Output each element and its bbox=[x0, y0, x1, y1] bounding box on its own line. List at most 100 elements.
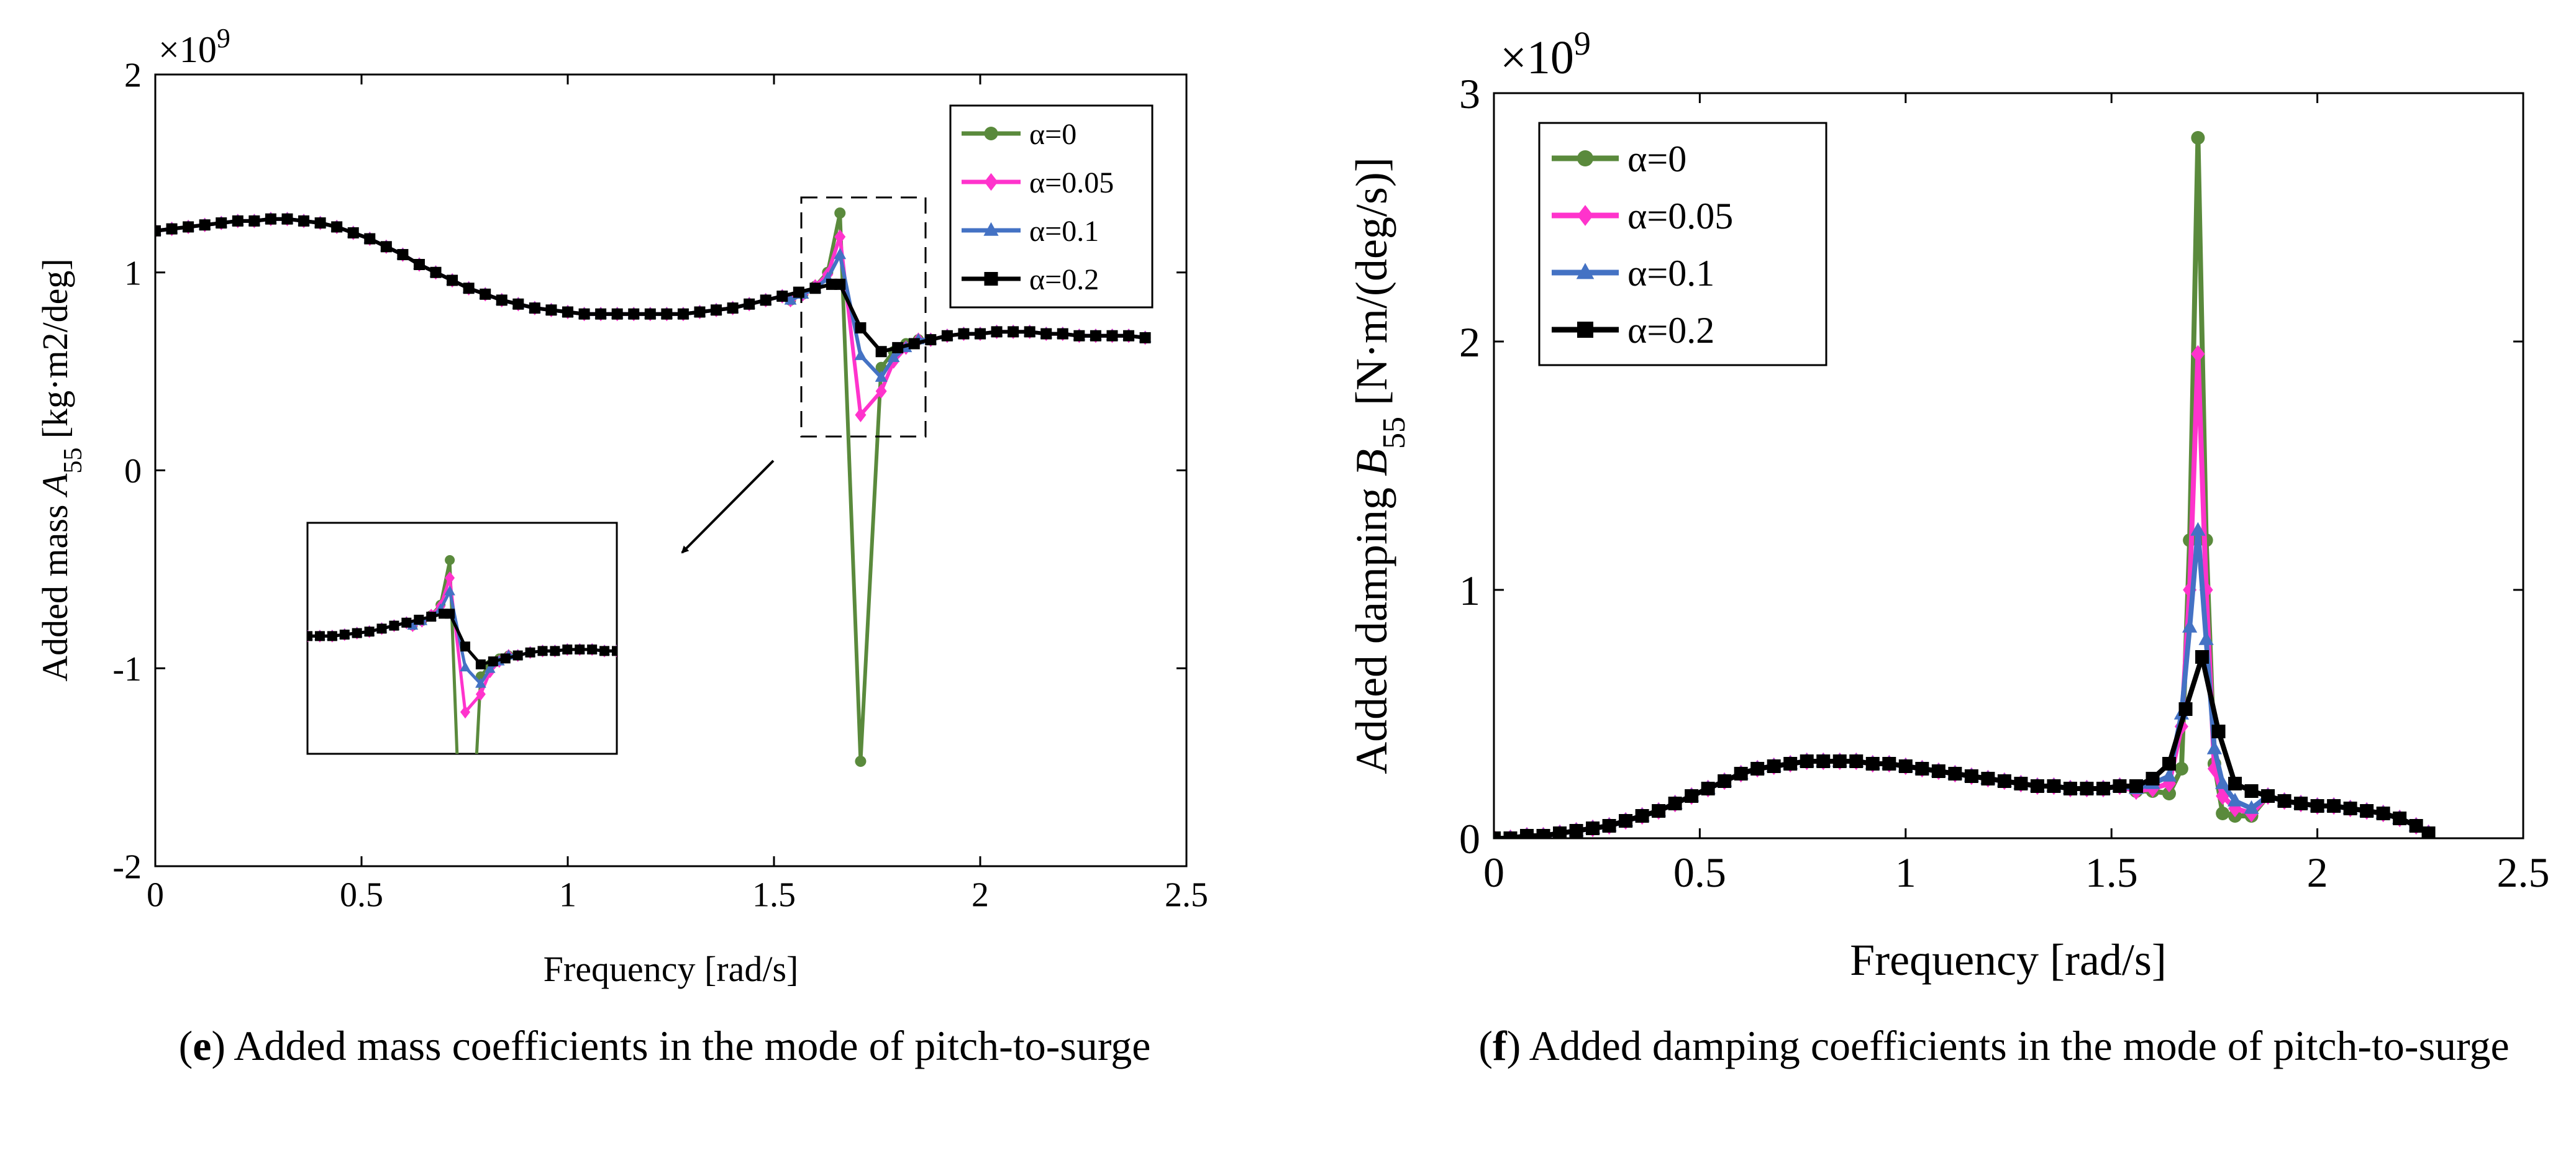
e-inset-point bbox=[475, 687, 486, 701]
e-legend-marker bbox=[984, 127, 998, 140]
f-data-point bbox=[2096, 782, 2110, 795]
f-data-point bbox=[2191, 131, 2205, 145]
f-data-point bbox=[2409, 819, 2423, 833]
f-data-point bbox=[1635, 809, 1649, 823]
f-data-point bbox=[2030, 779, 2044, 793]
e-zoom-arrow bbox=[681, 459, 775, 554]
f-legend-marker bbox=[1576, 263, 1595, 279]
e-legend-box bbox=[949, 104, 1154, 309]
e-data-point bbox=[1139, 332, 1151, 343]
e-inset-point bbox=[460, 705, 470, 719]
f-data-point bbox=[2014, 777, 2028, 790]
f-plot-frame bbox=[1493, 92, 2524, 839]
f-data-point bbox=[2113, 779, 2127, 793]
e-inset-line bbox=[307, 612, 617, 666]
f-xtick-label: 1.5 bbox=[2085, 849, 2138, 896]
f-xtick-label: 2.5 bbox=[2497, 849, 2550, 896]
f-series-line bbox=[1494, 528, 2430, 838]
f-data-point bbox=[2162, 787, 2176, 800]
e-data-point bbox=[760, 294, 771, 306]
e-data-point bbox=[834, 207, 846, 219]
f-exponent-label: ×109 bbox=[1500, 25, 1591, 84]
e-legend: α=0 α=0.05 α=0.1 α=0.2 bbox=[949, 104, 1154, 309]
e-data-point bbox=[628, 308, 640, 320]
f-legend-item: α=0.05 bbox=[1552, 196, 1733, 237]
e-inset-point bbox=[289, 630, 301, 640]
e-inset-point bbox=[624, 648, 634, 658]
e-data-point bbox=[199, 219, 211, 231]
e-legend-label: α=0.2 bbox=[1029, 263, 1099, 296]
e-data-point bbox=[834, 248, 847, 260]
f-data-point bbox=[2198, 631, 2214, 645]
e-inset-point bbox=[460, 968, 470, 978]
e-inset-point bbox=[525, 647, 535, 658]
e-ytick-label: 0 bbox=[124, 452, 142, 491]
e-inset-point bbox=[376, 623, 387, 634]
f-data-point bbox=[1816, 754, 1831, 768]
e-legend-item: α=0.05 bbox=[962, 166, 1114, 199]
f-data-point bbox=[1520, 829, 1534, 838]
f-data-point bbox=[1701, 782, 1715, 795]
f-xtick-label: 0.5 bbox=[1673, 849, 1726, 896]
f-data-point bbox=[1964, 769, 1978, 783]
f-series-line bbox=[1494, 351, 2430, 838]
e-data-point bbox=[908, 338, 920, 350]
f-data-point bbox=[1865, 757, 1880, 771]
f-data-point bbox=[1536, 829, 1550, 838]
e-data-point bbox=[1090, 330, 1101, 342]
e-xtick-label: 0 bbox=[147, 876, 164, 914]
e-inset-point bbox=[314, 631, 325, 641]
e-data-point bbox=[248, 215, 260, 227]
f-y-axis-label: Added damping B55 [N·m/(deg/s)] bbox=[1347, 157, 1412, 774]
e-xtick-label: 0.5 bbox=[340, 876, 383, 914]
f-legend-item: α=0 bbox=[1552, 138, 1686, 179]
f-series-3 bbox=[1494, 650, 2436, 838]
e-data-point bbox=[347, 227, 359, 238]
f-legend-marker bbox=[1577, 205, 1593, 226]
e-data-point bbox=[677, 308, 689, 320]
f-legend-label: α=0.2 bbox=[1627, 310, 1714, 351]
e-inset-point bbox=[550, 646, 560, 656]
f-data-point bbox=[2227, 792, 2243, 807]
e-data-point bbox=[834, 229, 846, 245]
f-data-point bbox=[2080, 782, 2094, 795]
e-inset-point bbox=[444, 585, 455, 595]
e-inset-point bbox=[624, 646, 635, 656]
e-inset-point bbox=[587, 645, 598, 654]
e-data-point bbox=[496, 294, 507, 306]
e-plot-frame bbox=[154, 73, 1188, 867]
f-data-point bbox=[2211, 725, 2226, 738]
f-legend-item: α=0.1 bbox=[1552, 253, 1714, 294]
f-data-point bbox=[2215, 775, 2231, 789]
e-data-point bbox=[855, 322, 867, 333]
e-inset-point bbox=[612, 646, 617, 656]
f-data-point bbox=[1915, 762, 1929, 776]
e-zoom-box bbox=[800, 196, 927, 438]
e-data-point bbox=[1024, 326, 1035, 338]
e-data-point bbox=[298, 215, 310, 227]
f-data-point bbox=[2162, 757, 2176, 771]
e-data-point bbox=[784, 293, 797, 305]
e-data-point bbox=[512, 298, 524, 310]
e-legend-label: α=0 bbox=[1029, 118, 1076, 151]
f-data-point bbox=[1569, 824, 1583, 838]
f-data-point bbox=[1750, 762, 1765, 776]
e-inset-point bbox=[352, 628, 362, 638]
e-inset-point bbox=[488, 656, 498, 667]
e-xtick-label: 1 bbox=[559, 876, 576, 914]
f-data-point bbox=[2244, 784, 2259, 798]
f-series-layer bbox=[1494, 131, 2436, 838]
e-inset-point bbox=[414, 615, 424, 625]
f-legend-item: α=0.2 bbox=[1552, 310, 1714, 351]
e-inset-point bbox=[475, 677, 486, 688]
e-xtick-label: 2 bbox=[972, 876, 989, 914]
e-data-point bbox=[958, 328, 970, 340]
f-data-point bbox=[2216, 807, 2230, 820]
e-inset-point bbox=[445, 609, 455, 619]
f-ytick-label: 3 bbox=[1459, 70, 1480, 117]
e-data-point bbox=[793, 286, 804, 298]
e-inset-point bbox=[290, 631, 300, 641]
f-data-point bbox=[1997, 774, 2011, 788]
e-data-point bbox=[887, 351, 900, 363]
